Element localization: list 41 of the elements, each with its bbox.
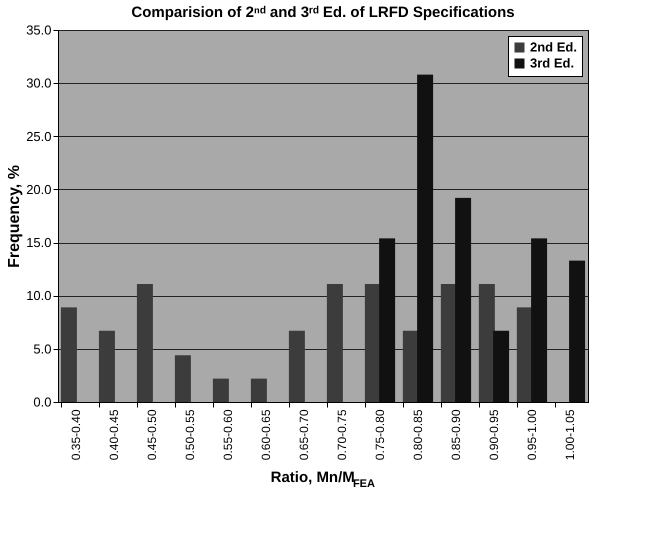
bar	[417, 74, 434, 402]
bar	[531, 238, 548, 402]
bar	[98, 330, 115, 402]
y-tick-label: 5.0	[33, 341, 52, 356]
x-tick-label: 0.50-0.55	[183, 409, 198, 460]
x-tick-label: 0.65-0.70	[297, 409, 312, 460]
x-tick-label: 0.75-0.80	[372, 409, 387, 460]
legend-label: 2nd Ed.	[530, 40, 577, 54]
x-tick-label: 0.40-0.45	[107, 409, 122, 460]
bar	[250, 378, 267, 402]
x-tick-label: 0.90-0.95	[486, 409, 501, 460]
y-tick-label: 20.0	[26, 182, 52, 197]
x-tick-label: 0.45-0.50	[145, 409, 160, 460]
bar	[493, 330, 510, 402]
x-tick-label: 0.80-0.85	[410, 409, 425, 460]
bar	[569, 260, 586, 402]
x-tick-label: 1.00-1.05	[562, 409, 577, 460]
x-tick-label: 0.95-1.00	[524, 409, 539, 460]
y-tick-label: 30.0	[26, 76, 52, 91]
bar	[288, 330, 305, 402]
x-tick-label: 0.60-0.65	[259, 409, 274, 460]
y-tick-label: 35.0	[26, 22, 52, 38]
y-tick-label: 0.0	[33, 394, 52, 410]
bar	[136, 284, 153, 402]
y-tick-label: 25.0	[26, 128, 52, 144]
bar	[379, 238, 396, 402]
bar	[174, 355, 191, 402]
x-tick-label: 0.70-0.75	[334, 409, 349, 460]
x-tick-label: 0.55-0.60	[221, 409, 236, 460]
bar	[455, 198, 472, 402]
x-tick-label: 0.35-0.40	[69, 409, 84, 460]
y-tick-label: 10.0	[26, 288, 52, 304]
y-tick-label: 15.0	[26, 235, 52, 250]
x-tick-label: 0.85-0.90	[448, 409, 463, 460]
bar	[478, 284, 495, 402]
bar	[212, 378, 229, 402]
bar	[60, 307, 77, 402]
bar	[326, 284, 343, 402]
y-axis-title: Frequency, %	[6, 165, 24, 268]
legend-label: 3rd Ed.	[530, 56, 574, 70]
chart-title: Comparision of 2ⁿᵈ and 3ʳᵈ Ed. of LRFD Specifications	[131, 4, 515, 21]
